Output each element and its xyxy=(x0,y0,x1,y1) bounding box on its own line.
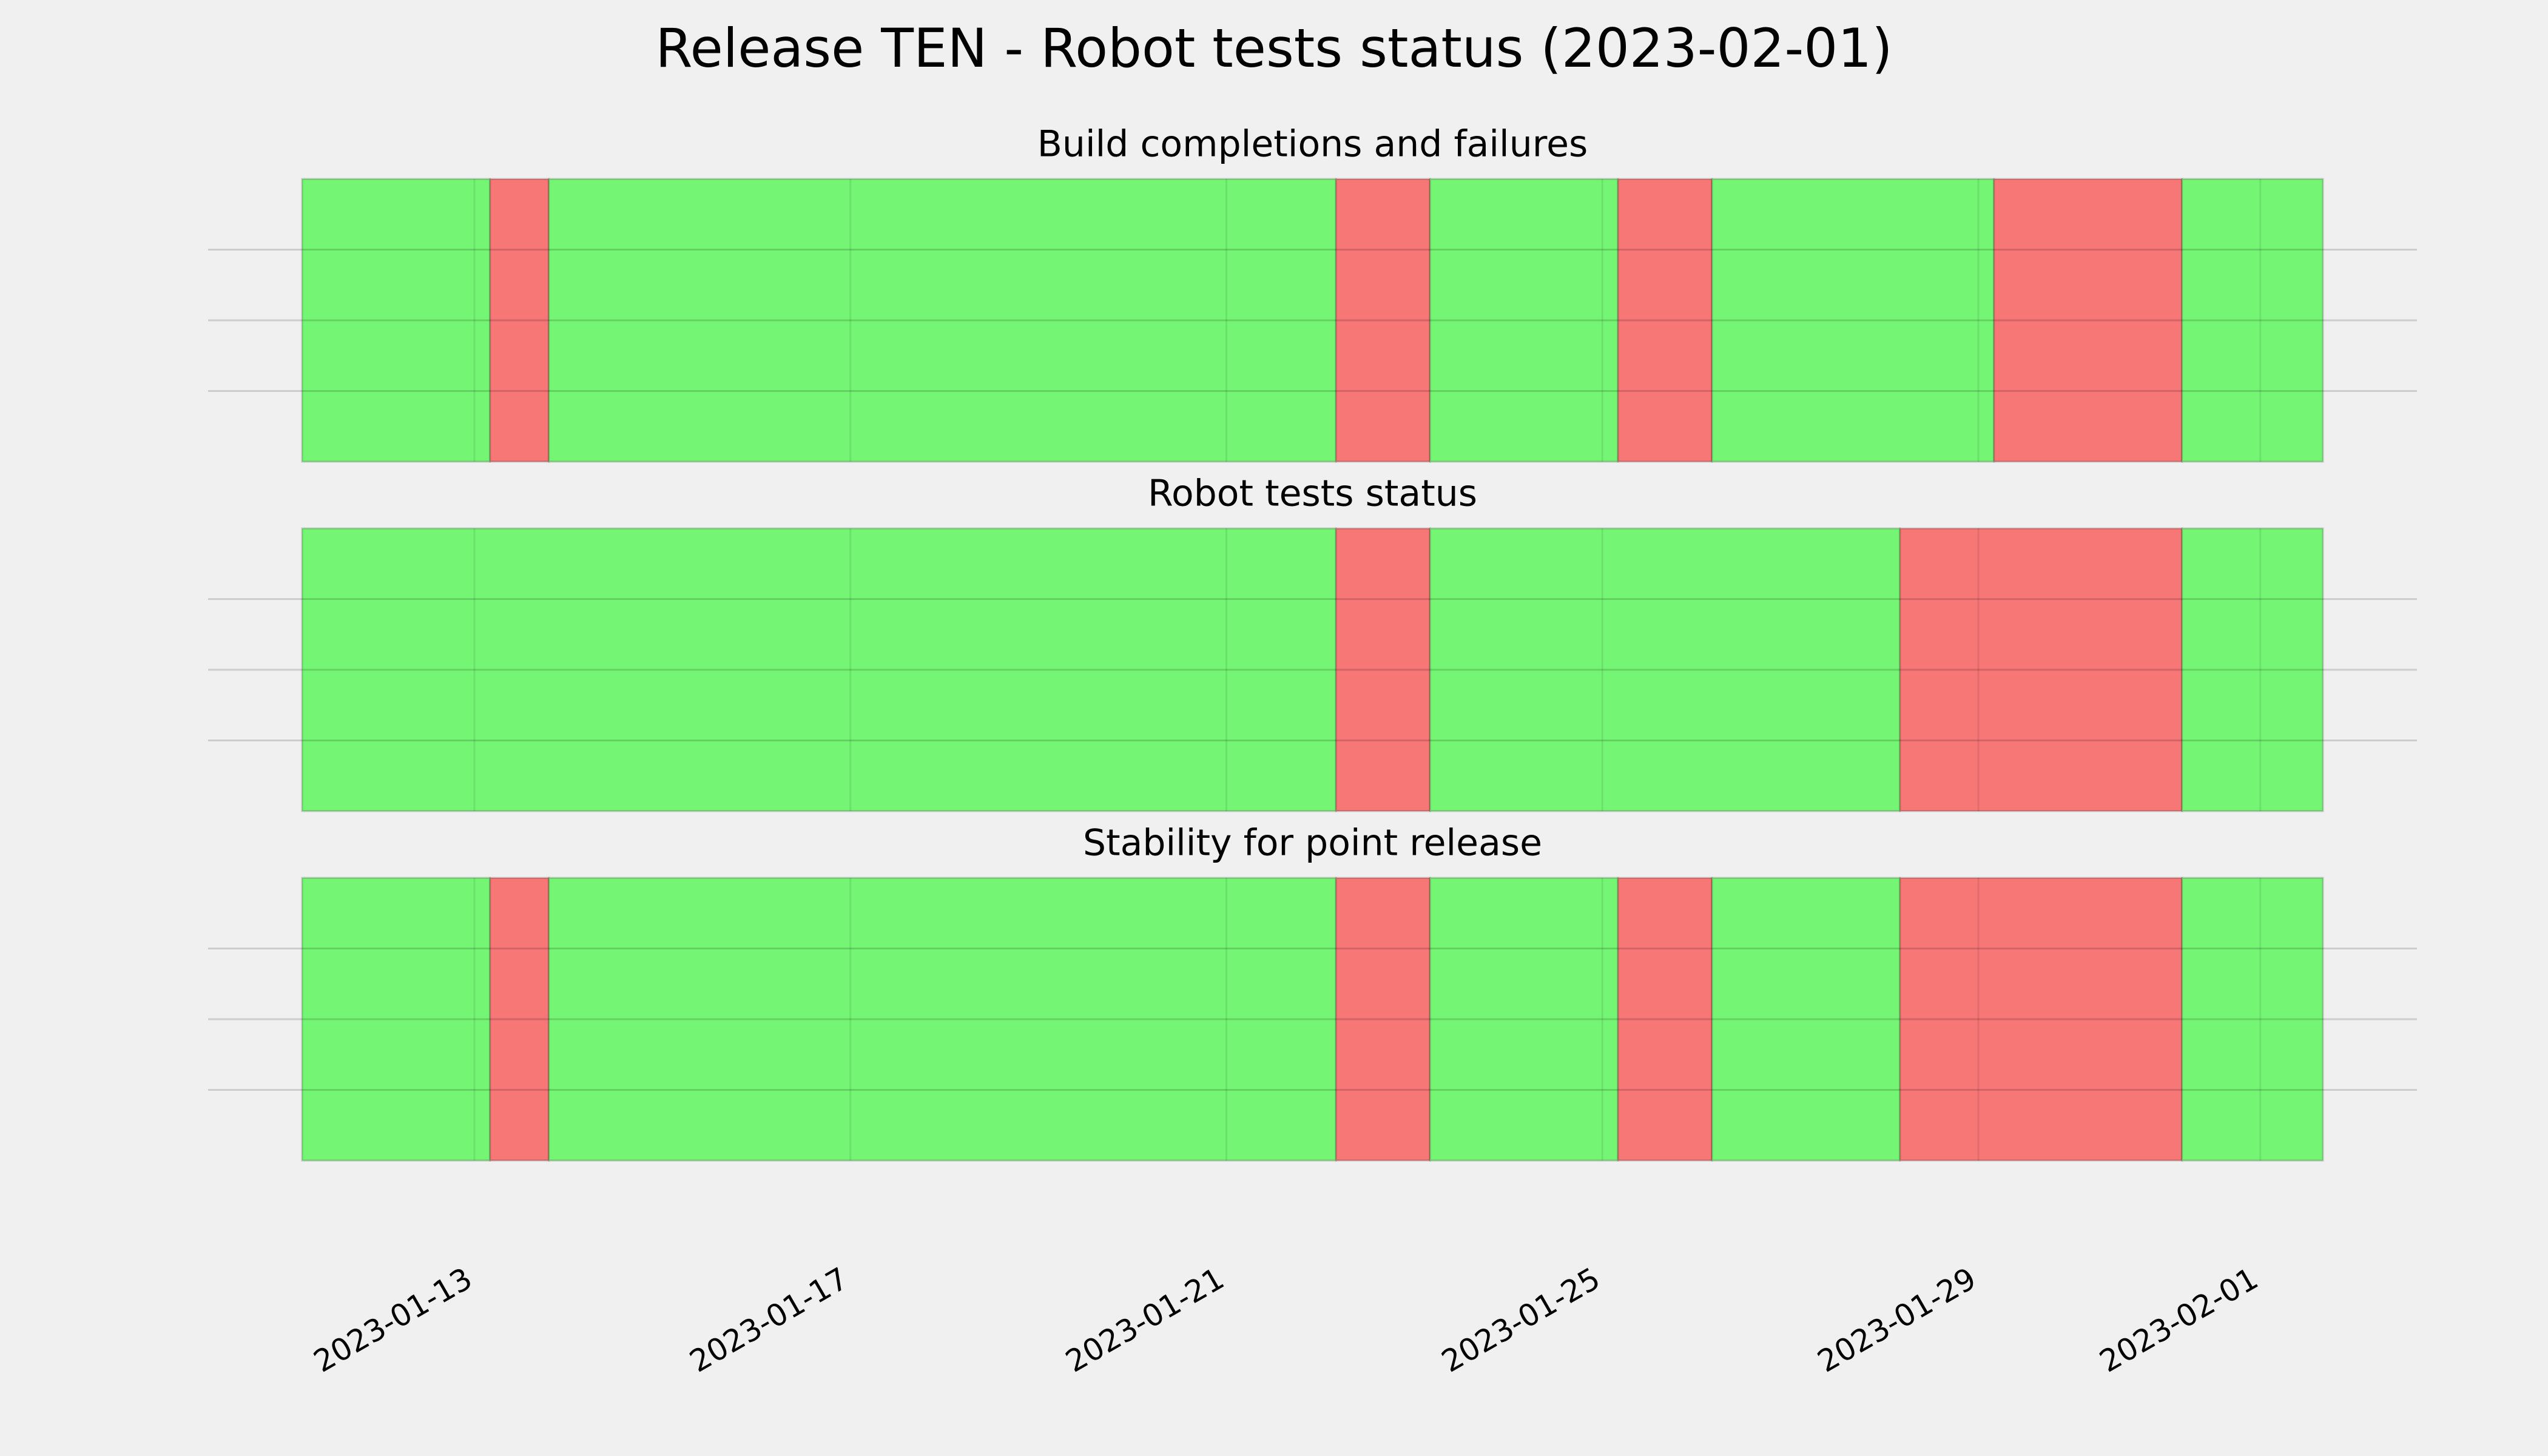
status-segment xyxy=(489,877,550,1162)
subplot-title: Robot tests status xyxy=(1148,473,1477,515)
status-segment xyxy=(2181,178,2324,463)
subplot-title: Build completions and failures xyxy=(1037,123,1588,166)
status-segment xyxy=(1335,178,1431,463)
status-segment xyxy=(489,178,550,463)
status-segment xyxy=(301,178,491,463)
status-segment xyxy=(301,527,1337,812)
status-segment xyxy=(1711,178,1995,463)
subplot-title: Stability for point release xyxy=(1083,822,1542,864)
status-segment xyxy=(1335,877,1431,1162)
status-segment xyxy=(2181,527,2324,812)
figure-title: Release TEN - Robot tests status (2023-0… xyxy=(655,17,1892,79)
status-segment xyxy=(2181,877,2324,1162)
status-segment xyxy=(1617,877,1713,1162)
status-segment xyxy=(1617,178,1713,463)
status-segment xyxy=(1993,178,2183,463)
status-segment xyxy=(548,877,1337,1162)
status-segment xyxy=(1429,527,1901,812)
status-segment xyxy=(548,178,1337,463)
status-segment xyxy=(1711,877,1901,1162)
status-segment xyxy=(1899,527,2183,812)
status-segment xyxy=(1429,877,1619,1162)
status-segment xyxy=(1429,178,1619,463)
status-segment xyxy=(301,877,491,1162)
status-segment xyxy=(1899,877,2183,1162)
status-segment xyxy=(1335,527,1431,812)
